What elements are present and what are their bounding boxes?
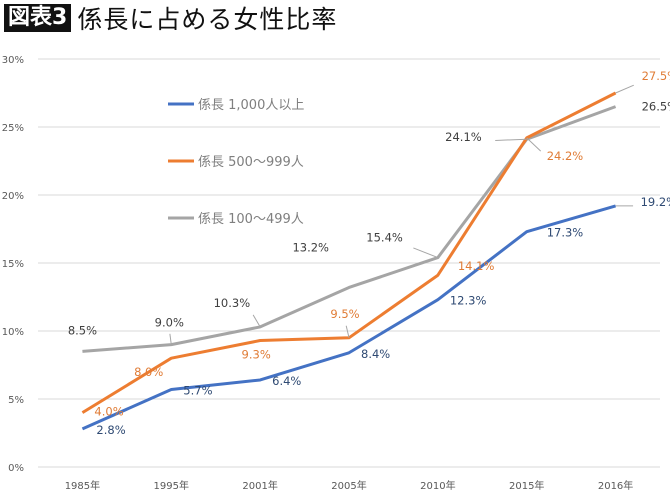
data-label: 9.3%: [242, 348, 271, 362]
x-tick-label: 1995年: [154, 479, 189, 492]
y-tick-label: 0%: [8, 463, 24, 474]
data-label: 10.3%: [214, 296, 251, 310]
y-tick-label: 15%: [2, 259, 24, 270]
data-label: 5.7%: [183, 383, 212, 397]
data-label-leader: [169, 333, 172, 345]
data-label: 9.5%: [330, 307, 359, 321]
data-label: 4.0%: [94, 405, 123, 419]
data-label-leader: [345, 325, 350, 338]
x-tick-label: 2015年: [509, 479, 544, 492]
data-label-leader: [413, 247, 439, 259]
data-label: 19.2%: [641, 195, 670, 209]
data-label: 8.5%: [68, 323, 97, 337]
data-label-leader: [615, 84, 634, 94]
data-label: 24.1%: [445, 130, 482, 144]
legend-label: 係長 500〜999人: [198, 155, 304, 170]
x-tick-label: 2005年: [331, 479, 366, 492]
y-tick-label: 5%: [8, 395, 24, 406]
title-text: 係長に占める女性比率: [77, 5, 338, 34]
y-tick-label: 20%: [2, 191, 24, 202]
data-label: 9.0%: [155, 316, 184, 330]
x-tick-label: 2001年: [242, 479, 277, 492]
data-label: 8.0%: [134, 365, 163, 379]
data-label: 17.3%: [547, 226, 584, 240]
data-label: 26.5%: [642, 100, 670, 114]
data-label-leader: [252, 314, 261, 328]
data-label-leader: [526, 137, 542, 152]
y-tick-label: 30%: [2, 55, 24, 66]
legend-label: 係長 100〜499人: [198, 212, 304, 227]
data-label: 8.4%: [361, 347, 390, 361]
data-label: 15.4%: [366, 231, 403, 245]
x-tick-label: 2010年: [420, 479, 455, 492]
data-label: 13.2%: [292, 240, 329, 254]
data-label: 2.8%: [96, 423, 125, 437]
data-label: 14.1%: [458, 259, 495, 273]
data-label: 27.5%: [642, 69, 670, 83]
legend-label: 係長 1,000人以上: [198, 98, 304, 113]
chart-title: 図表3 係長に占める女性比率: [4, 4, 337, 34]
data-label-leader: [495, 138, 527, 141]
y-tick-label: 10%: [2, 327, 24, 338]
data-label: 24.2%: [547, 149, 584, 163]
figure-number-badge: 図表3: [4, 4, 72, 32]
data-label: 12.3%: [450, 294, 487, 308]
series-line-0: [81, 204, 616, 431]
x-tick-label: 2016年: [598, 479, 633, 492]
data-label: 6.4%: [272, 374, 301, 388]
y-tick-label: 25%: [2, 123, 24, 134]
x-tick-label: 1985年: [65, 479, 100, 492]
